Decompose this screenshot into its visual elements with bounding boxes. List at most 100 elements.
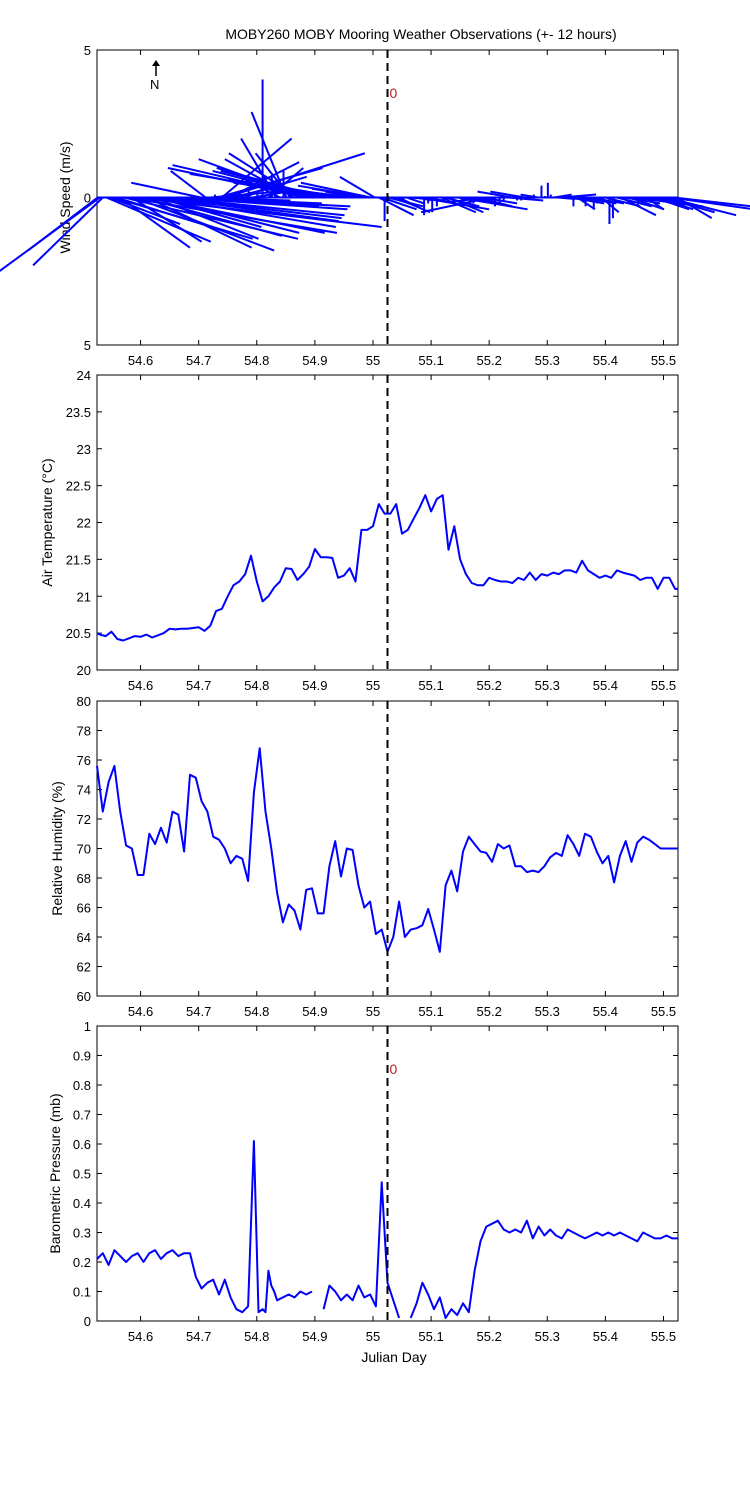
wind-vector <box>569 196 605 205</box>
rh-x-tick-label: 54.7 <box>186 1004 211 1019</box>
rh-y-tick-label: 74 <box>77 783 91 798</box>
wind-vector <box>221 137 293 199</box>
baro-x-tick-label: 54.6 <box>128 1329 153 1344</box>
baro-x-tick-label: 55.1 <box>418 1329 443 1344</box>
wind-vector <box>156 196 262 228</box>
rh-y-tick-label: 80 <box>77 694 91 709</box>
air-x-tick-label: 55 <box>366 678 380 693</box>
air-x-tick-label: 55.3 <box>535 678 560 693</box>
wind-vector <box>131 196 203 243</box>
chart-title: MOBY260 MOBY Mooring Weather Observation… <box>225 26 616 42</box>
wind-x-tick-label: 55.3 <box>535 353 560 368</box>
north-arrowhead-icon <box>152 60 160 66</box>
air-y-tick-label: 20 <box>77 663 91 678</box>
air-y-tick-label: 22.5 <box>66 479 91 494</box>
wind-vector <box>300 181 371 199</box>
wind-vector <box>161 196 336 228</box>
baro-series-line <box>96 1140 313 1314</box>
rh-y-tick-label: 60 <box>77 989 91 1004</box>
air-x-tick-label: 54.6 <box>128 678 153 693</box>
air-x-tick-label: 55.5 <box>651 678 676 693</box>
baro-y-tick-label: 0.2 <box>73 1255 91 1270</box>
baro-x-tick-label: 54.9 <box>302 1329 327 1344</box>
baro-series-line <box>409 1219 678 1319</box>
wind-vector <box>588 196 625 205</box>
rh-y-tick-label: 70 <box>77 842 91 857</box>
baro-x-tick-label: 55.3 <box>535 1329 560 1344</box>
baro-y-tick-label: 0.5 <box>73 1167 91 1182</box>
baro-y-tick-label: 0.4 <box>73 1196 91 1211</box>
rh-x-tick-label: 55 <box>366 1004 380 1019</box>
air-series-line <box>96 494 678 642</box>
rh-x-tick-label: 55.1 <box>418 1004 443 1019</box>
air-x-tick-label: 55.1 <box>418 678 443 693</box>
wind-vector <box>666 196 737 217</box>
wind-vector <box>119 196 191 249</box>
air-y-tick-label: 21.5 <box>66 552 91 567</box>
baro-y-tick-label: 0.8 <box>73 1078 91 1093</box>
north-label: N <box>150 77 159 92</box>
rh-y-tick-label: 66 <box>77 901 91 916</box>
wind-vector <box>339 175 376 199</box>
baro-x-tick-label: 55.4 <box>593 1329 618 1344</box>
wind-vector <box>170 196 345 217</box>
air-x-tick-label: 54.9 <box>302 678 327 693</box>
wind-vector <box>153 196 259 240</box>
wind-vector <box>676 196 713 220</box>
rh-x-tick-label: 55.3 <box>535 1004 560 1019</box>
baro-y-tick-label: 0.3 <box>73 1226 91 1241</box>
baro-y-tick-label: 0.1 <box>73 1285 91 1300</box>
wind-vector <box>451 196 487 203</box>
baro-y-axis-label: Barometric Pressure (mb) <box>47 1093 63 1253</box>
wind-vector <box>520 193 539 199</box>
baro-y-tick-label: 0.9 <box>73 1049 91 1064</box>
baro-y-tick-label: 0 <box>84 1314 91 1329</box>
wind-x-tick-label: 54.8 <box>244 353 269 368</box>
x-axis-label: Julian Day <box>361 1349 426 1365</box>
air-y-tick-label: 22 <box>77 516 91 531</box>
wind-y-tick-label: 5 <box>84 43 91 58</box>
air-y-tick-label: 23.5 <box>66 405 91 420</box>
wind-vector <box>267 167 304 199</box>
wind-vector <box>657 196 694 211</box>
wind-vector <box>406 196 425 205</box>
wind-vector <box>142 196 283 237</box>
wind-vector <box>32 196 104 267</box>
wind-current-time-label: 0 <box>390 85 398 101</box>
wind-vector <box>477 190 513 199</box>
wind-vector <box>448 196 484 214</box>
rh-x-tick-label: 55.5 <box>651 1004 676 1019</box>
rh-y-tick-label: 62 <box>77 960 91 975</box>
wind-x-tick-label: 55.4 <box>593 353 618 368</box>
wind-vector <box>170 170 207 199</box>
baro-x-tick-label: 54.8 <box>244 1329 269 1344</box>
air-y-tick-label: 24 <box>77 368 91 383</box>
wind-x-tick-label: 54.9 <box>302 353 327 368</box>
rh-y-tick-label: 76 <box>77 753 91 768</box>
air-x-tick-label: 54.8 <box>244 678 269 693</box>
wind-vector <box>303 190 356 199</box>
wind-vector <box>250 111 288 198</box>
wind-vector <box>398 196 418 208</box>
wind-y-tick-label: 0 <box>84 191 91 206</box>
wind-vector <box>420 196 492 214</box>
rh-x-tick-label: 54.9 <box>302 1004 327 1019</box>
wind-vector <box>105 196 212 243</box>
wind-vector <box>554 193 572 199</box>
wind-vector <box>297 184 368 199</box>
wind-x-tick-label: 54.7 <box>186 353 211 368</box>
air-y-tick-label: 20.5 <box>66 626 91 641</box>
air-y-tick-label: 21 <box>77 589 91 604</box>
baro-current-time-label: 0 <box>390 1061 398 1077</box>
wind-vector <box>146 196 252 249</box>
baro-y-tick-label: 0.7 <box>73 1108 91 1123</box>
baro-y-tick-label: 1 <box>84 1019 91 1034</box>
rh-x-tick-label: 55.4 <box>593 1004 618 1019</box>
rh-y-tick-label: 68 <box>77 871 91 886</box>
wind-x-tick-label: 55.2 <box>477 353 502 368</box>
baro-x-tick-label: 55.2 <box>477 1329 502 1344</box>
wind-x-tick-label: 55.5 <box>651 353 676 368</box>
rh-x-tick-label: 54.8 <box>244 1004 269 1019</box>
wind-y-tick-label: 5 <box>84 338 91 353</box>
